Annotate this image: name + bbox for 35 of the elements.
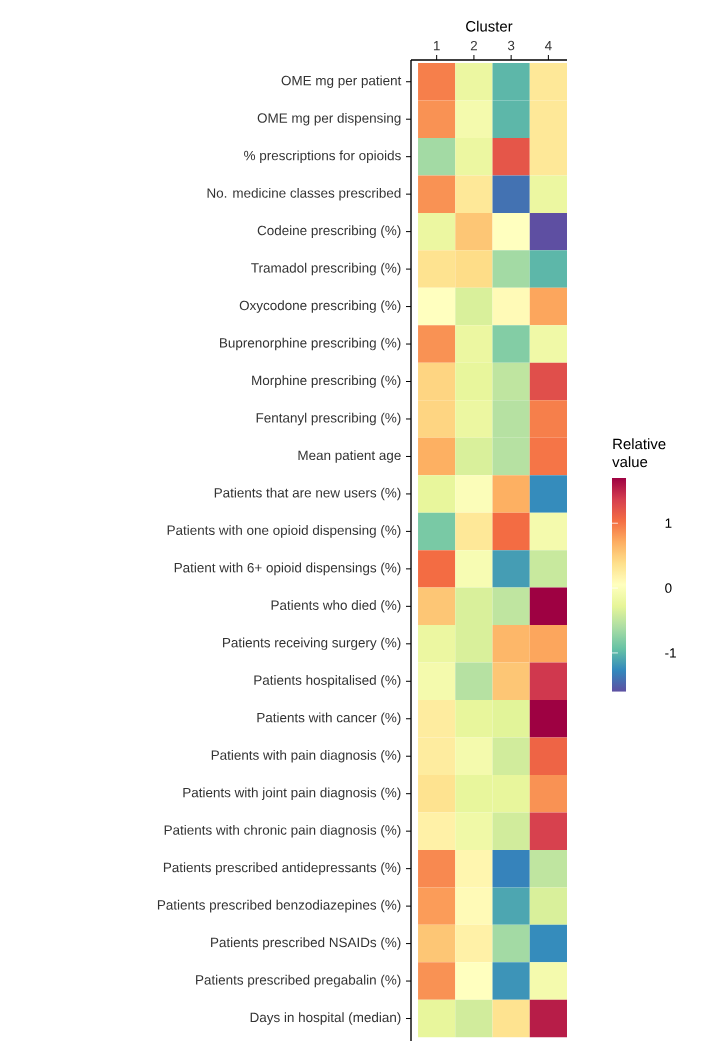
x-tick-label: 1 <box>433 41 440 51</box>
y-tick-label: Mean patient age <box>298 450 401 463</box>
y-tick-label: % prescriptions for opioids <box>244 150 401 163</box>
y-tick-label: Patients that are new users (%) <box>214 487 401 501</box>
x-tick-label: 2 <box>470 40 477 51</box>
y-tick-label: Oxycodone prescribing (%) <box>239 300 401 313</box>
y-tick-label: Patients hospitalised (%) <box>254 675 401 688</box>
y-tick-label: Patients with one opioid dispensing (%) <box>167 525 401 538</box>
y-tick-label: Patients with joint pain diagnosis (%) <box>183 787 401 800</box>
color-bar-label: -1 <box>665 648 676 658</box>
y-tick-label: Patients prescribed NSAIDs (%) <box>211 937 401 950</box>
x-tick-label: 4 <box>544 41 552 51</box>
y-tick-label: Patients with pain diagnosis (%) <box>211 749 401 763</box>
y-tick-label: Patients who died (%) <box>271 600 401 613</box>
y-tick-label: No. medicine classes prescribed <box>207 187 401 201</box>
y-tick-label: Codeine prescribing (%) <box>257 225 401 238</box>
y-tick-label: Patients receiving surgery (%) <box>223 637 401 651</box>
color-bar-label: 0 <box>665 583 672 593</box>
y-tick-label: Patients with chronic pain diagnosis (%) <box>164 824 401 838</box>
y-tick-label: Patients with cancer (%) <box>257 712 401 726</box>
y-tick-label: Patient with 6+ opioid dispensings (%) <box>174 562 401 576</box>
y-tick-label: Patients prescribed pregabalin (%) <box>196 974 401 988</box>
color-bar-title: Relative value <box>612 438 666 468</box>
y-tick-label: Morphine prescribing (%) <box>252 375 401 388</box>
y-tick-label: Days in hospital (median) <box>250 1012 401 1025</box>
y-tick-label: Patients prescribed antidepressants (%) <box>163 862 401 875</box>
y-tick-label: Fentanyl prescribing (%) <box>256 412 401 426</box>
y-tick-label: Tramadol prescribing (%) <box>251 262 401 276</box>
y-tick-label: Patients prescribed benzodiazepines (%) <box>157 899 401 913</box>
y-tick-label: OME mg per patient <box>281 75 402 89</box>
y-tick-label: OME mg per dispensing <box>257 112 401 126</box>
x-axis-title: Cluster <box>466 20 513 32</box>
y-tick-label: Buprenorphine prescribing (%) <box>220 337 401 351</box>
color-bar-label: 1 <box>665 518 672 528</box>
x-tick-label: 3 <box>507 40 515 51</box>
